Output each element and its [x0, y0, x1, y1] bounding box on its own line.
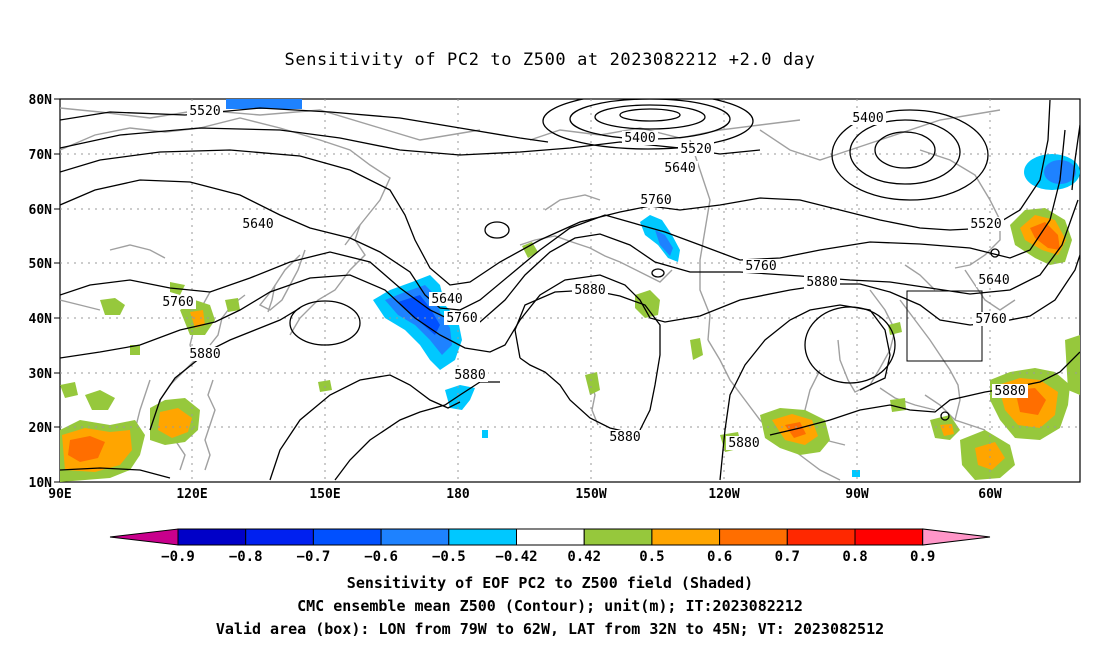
colorbar-tick-label: −0.42 — [495, 549, 537, 565]
colorbar-tick-label: 0.5 — [639, 549, 664, 565]
contour-label-bg — [572, 283, 608, 297]
contour-label-bg — [992, 384, 1028, 398]
contour-label: 5400 — [852, 111, 883, 126]
colorbar-swatch — [854, 528, 924, 546]
contour-label: 5640 — [431, 292, 462, 307]
colorbar-tick-label: −0.7 — [297, 549, 331, 565]
colorbar-tick-label: −0.8 — [229, 549, 263, 565]
colorbar-swatch — [448, 528, 517, 546]
contour-label-bg — [976, 273, 1012, 287]
lon-label: 120W — [708, 487, 739, 502]
contour-label-bg — [726, 436, 762, 450]
colorbar-tick-label: 0.8 — [842, 549, 867, 565]
lon-label: 90W — [845, 487, 869, 502]
colorbar-tick-label: 0.42 — [567, 549, 601, 565]
lon-label: 60W — [978, 487, 1002, 502]
colorbar-tick-labels: −0.9 −0.8 −0.7 −0.6 −0.5 −0.42 0.42 0.5 0.6 0.7 0.… — [161, 549, 935, 565]
contour-label: 5880 — [189, 347, 220, 362]
contour-label-bg — [429, 292, 465, 306]
contour-label: 5880 — [454, 368, 485, 383]
lat-label: 70N — [29, 148, 53, 163]
contour-label: 5880 — [609, 430, 640, 445]
contour-label-bg — [452, 368, 488, 382]
contour-label: 5880 — [574, 283, 605, 298]
lat-label: 40N — [29, 312, 53, 327]
contour-labels: 5520 5400 5400 5520 5640 5640 5760 5520 5760 5640… — [160, 104, 1028, 451]
contour-label: 5760 — [446, 311, 477, 326]
contour-label: 5760 — [162, 295, 193, 310]
colorbar-tick-label: −0.9 — [161, 549, 195, 565]
colorbar-tick-label: −0.5 — [432, 549, 466, 565]
contour-label: 5520 — [189, 104, 220, 119]
colorbar-swatch — [651, 528, 721, 546]
contour-label-bg — [743, 259, 779, 273]
contour-label-bg — [638, 193, 674, 207]
colorbar-tick-label: 0.9 — [910, 549, 935, 565]
contour-label-bg — [678, 142, 714, 156]
contour-label: 5760 — [640, 193, 671, 208]
lon-label: 120E — [176, 487, 207, 502]
contour-label-bg — [850, 111, 886, 125]
contour-label-bg — [622, 131, 658, 145]
contour-label: 5880 — [994, 384, 1025, 399]
contour-label: 5640 — [242, 217, 273, 232]
contour-label-bg — [187, 347, 223, 361]
caption-line-1: Sensitivity of EOF PC2 to Z500 field (Sh… — [346, 574, 754, 592]
lon-label: 150W — [575, 487, 606, 502]
contour-label-bg — [804, 275, 840, 289]
lat-label: 60N — [29, 203, 53, 218]
lat-label: 50N — [29, 257, 53, 272]
lon-label: 150E — [309, 487, 340, 502]
colorbar-swatch — [177, 528, 247, 546]
colorbar — [109, 528, 991, 546]
contour-label: 5760 — [975, 312, 1006, 327]
contour-label-bg — [973, 312, 1009, 326]
colorbar-swatch — [719, 528, 788, 546]
contour-label: 5520 — [970, 217, 1001, 232]
colorbar-tick-label: −0.6 — [364, 549, 398, 565]
contour-label-bg — [607, 430, 643, 444]
contour-label: 5880 — [806, 275, 837, 290]
caption-line-2: CMC ensemble mean Z500 (Contour); unit(m… — [297, 597, 803, 615]
chart-title: Sensitivity of PC2 to Z500 at 2023082212… — [284, 50, 816, 70]
contour-label: 5400 — [624, 131, 655, 146]
contour-label-bg — [662, 161, 698, 175]
lon-label: 180 — [446, 487, 470, 502]
lat-label: 80N — [29, 93, 53, 108]
colorbar-swatch — [245, 528, 314, 546]
colorbar-swatch — [380, 528, 450, 546]
contour-label: 5760 — [745, 259, 776, 274]
caption-line-3: Valid area (box): LON from 79W to 62W, L… — [215, 620, 885, 638]
lon-label: 90E — [48, 487, 71, 502]
contour-label: 5520 — [680, 142, 711, 157]
lat-label: 30N — [29, 367, 53, 382]
colorbar-swatch — [312, 528, 382, 546]
lat-label: 10N — [29, 476, 53, 491]
contour-label-bg — [240, 217, 276, 231]
colorbar-left-arrow — [109, 528, 179, 546]
lat-label: 20N — [29, 421, 53, 436]
colorbar-tick-label: 0.7 — [775, 549, 800, 565]
contour-label: 5640 — [664, 161, 695, 176]
colorbar-swatch — [786, 528, 856, 546]
contour-label-bg — [187, 104, 223, 118]
colorbar-swatch — [583, 528, 653, 546]
contour-label-bg — [160, 295, 196, 309]
colorbar-right-arrow — [922, 528, 991, 546]
latitude-labels: 80N 70N 60N 50N 40N 30N 20N 10N — [29, 93, 60, 491]
longitude-labels: 90E 120E 150E 180 150W 120W 90W 60W — [48, 487, 1002, 502]
colorbar-swatch — [516, 528, 585, 546]
contour-label: 5880 — [728, 436, 759, 451]
contour-label: 5640 — [978, 273, 1009, 288]
colorbar-tick-label: 0.6 — [707, 549, 732, 565]
contour-label-bg — [968, 217, 1004, 231]
contour-label-bg — [444, 311, 480, 325]
